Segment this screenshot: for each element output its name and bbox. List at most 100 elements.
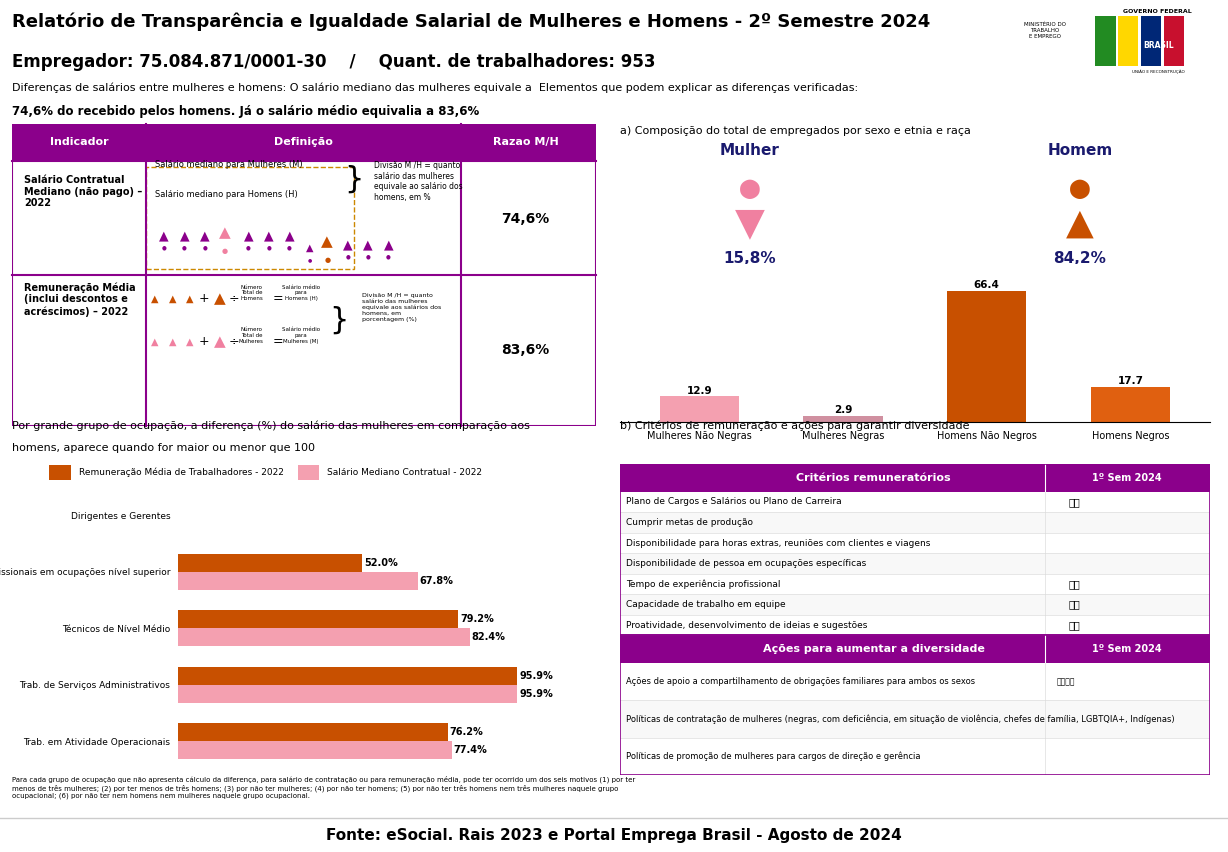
FancyBboxPatch shape	[620, 663, 1210, 700]
Text: Divisão M /H = quanto
salário das mulheres
equivale ao salário dos
homens, em %: Divisão M /H = quanto salário das mulher…	[373, 161, 463, 202]
Text: Mulher: Mulher	[720, 143, 780, 158]
Text: 79.2%: 79.2%	[460, 614, 494, 625]
Text: Salário médio
para
Homens (H): Salário médio para Homens (H)	[282, 285, 321, 302]
Text: ▲: ▲	[169, 337, 177, 346]
Text: ÷: ÷	[228, 335, 239, 348]
Text: 1º Sem 2024: 1º Sem 2024	[1092, 473, 1162, 483]
Text: Disponibilidade de pessoa em ocupações específicas: Disponibilidade de pessoa em ocupações e…	[626, 559, 866, 568]
Text: Diferenças de salários entre mulheres e homens: O salário mediano das mulheres e: Diferenças de salários entre mulheres e …	[12, 83, 858, 93]
Text: 🔸👤: 🔸👤	[1068, 497, 1079, 507]
Text: Por grande grupo de ocupação, a diferença (%) do salário das mulheres em compara: Por grande grupo de ocupação, a diferenç…	[12, 420, 530, 430]
Text: Salário mediano para Homens (H): Salário mediano para Homens (H)	[155, 190, 298, 199]
Text: ▲: ▲	[214, 334, 225, 348]
Text: +: +	[198, 335, 209, 348]
Text: ▲: ▲	[285, 229, 295, 242]
Text: Cumprir metas de produção: Cumprir metas de produção	[626, 518, 753, 527]
Text: ⬤: ⬤	[739, 180, 761, 199]
FancyBboxPatch shape	[1164, 16, 1184, 66]
Text: 66.4: 66.4	[974, 280, 1000, 291]
Text: 74,6%: 74,6%	[501, 212, 550, 226]
Text: =: =	[273, 292, 282, 306]
Text: 74,6% do recebido pelos homens. Já o salário médio equivalia a 83,6%: 74,6% do recebido pelos homens. Já o sal…	[12, 105, 479, 118]
Text: ●: ●	[345, 254, 350, 259]
Text: =: =	[273, 335, 282, 348]
Text: Salário Contratual
Mediano (não pago) –
2022: Salário Contratual Mediano (não pago) – …	[25, 175, 142, 208]
Text: b) Critérios de remuneração e ações para garantir diversidade: b) Critérios de remuneração e ações para…	[620, 420, 970, 430]
Text: Indicador: Indicador	[50, 137, 108, 147]
Text: ●: ●	[246, 245, 251, 250]
FancyBboxPatch shape	[620, 464, 1210, 492]
Text: ▲: ▲	[214, 291, 225, 307]
Text: ●: ●	[222, 248, 228, 254]
Bar	[178, 610, 458, 629]
Text: ▲: ▲	[169, 294, 177, 304]
FancyBboxPatch shape	[620, 573, 1210, 595]
FancyBboxPatch shape	[1094, 16, 1115, 66]
Text: BRASIL: BRASIL	[1143, 41, 1174, 49]
Text: 83,6%: 83,6%	[501, 343, 550, 357]
Text: 95.9%: 95.9%	[519, 689, 553, 699]
Text: Políticas de promoção de mulheres para cargos de direção e gerência: Políticas de promoção de mulheres para c…	[626, 751, 921, 762]
Text: ●: ●	[182, 245, 187, 250]
Text: ▲: ▲	[151, 294, 158, 304]
Text: 2.9: 2.9	[834, 406, 852, 415]
Text: 76.2%: 76.2%	[449, 728, 483, 737]
Text: ▲: ▲	[322, 234, 333, 249]
Text: Critérios remuneratórios: Critérios remuneratórios	[796, 473, 950, 483]
Text: Definição: Definição	[275, 137, 333, 147]
FancyBboxPatch shape	[620, 492, 1210, 512]
Text: ●: ●	[203, 245, 208, 250]
Text: ●: ●	[366, 254, 371, 259]
Text: ▲: ▲	[1066, 207, 1094, 240]
Text: Remuneração Média de Trabalhadores - 2022: Remuneração Média de Trabalhadores - 202…	[79, 467, 284, 477]
Bar	[178, 667, 517, 685]
Text: 17.7: 17.7	[1117, 376, 1143, 386]
Text: ⬤: ⬤	[1068, 180, 1090, 199]
Text: Plano de Cargos e Salários ou Plano de Carreira: Plano de Cargos e Salários ou Plano de C…	[626, 498, 841, 506]
Text: ▲: ▲	[306, 243, 313, 252]
Text: Empregador: 75.084.871/0001-30    /    Quant. de trabalhadores: 953: Empregador: 75.084.871/0001-30 / Quant. …	[12, 53, 656, 71]
Text: MINISTÉRIO DO
TRABALHO
E EMPREGO: MINISTÉRIO DO TRABALHO E EMPREGO	[1023, 22, 1066, 39]
Text: ▲: ▲	[264, 229, 274, 242]
Text: ▲: ▲	[383, 238, 393, 251]
Text: ▲: ▲	[200, 229, 210, 242]
Text: ▲: ▲	[343, 238, 352, 251]
Text: 77.4%: 77.4%	[453, 746, 488, 756]
Bar	[1090, 387, 1170, 422]
Text: Homem: Homem	[1047, 143, 1113, 158]
Text: Políticas de contratação de mulheres (negras, com deficiência, em situação de vi: Políticas de contratação de mulheres (ne…	[626, 714, 1175, 724]
Bar	[803, 416, 883, 422]
Text: ●: ●	[324, 256, 330, 262]
Text: 84,2%: 84,2%	[1054, 250, 1106, 266]
Text: Tempo de experiência profissional: Tempo de experiência profissional	[626, 579, 781, 589]
FancyBboxPatch shape	[620, 700, 1210, 738]
Bar	[178, 741, 452, 759]
Text: Proatividade, desenvolvimento de ideias e sugestões: Proatividade, desenvolvimento de ideias …	[626, 620, 867, 630]
Text: ▲: ▲	[151, 337, 158, 346]
Text: ▲: ▲	[220, 225, 231, 240]
Text: Número
Total de
Mulheres: Número Total de Mulheres	[239, 327, 264, 343]
Text: ▲: ▲	[243, 229, 253, 242]
Text: ▲: ▲	[363, 238, 373, 251]
Text: Razao M/H: Razao M/H	[492, 137, 559, 147]
Text: a) Composição do total de empregados por sexo e etnia e raça: a) Composição do total de empregados por…	[620, 126, 971, 136]
Text: 🔸👤: 🔸👤	[1068, 579, 1079, 589]
Text: ●: ●	[386, 254, 391, 259]
Text: Ações de apoio a compartilhamento de obrigações familiares para ambos os sexos: Ações de apoio a compartilhamento de obr…	[626, 677, 975, 686]
FancyBboxPatch shape	[620, 738, 1210, 775]
FancyBboxPatch shape	[49, 464, 71, 480]
FancyBboxPatch shape	[1141, 16, 1162, 66]
Text: GOVERNO FEDERAL: GOVERNO FEDERAL	[1122, 9, 1191, 14]
Text: 🔸👤: 🔸👤	[1068, 620, 1079, 630]
Text: UNIÃO E RECONSTRUÇÃO: UNIÃO E RECONSTRUÇÃO	[1132, 69, 1185, 73]
Text: 1º Sem 2024: 1º Sem 2024	[1092, 644, 1162, 654]
Bar	[178, 629, 469, 647]
Text: ●: ●	[266, 245, 271, 250]
Text: }: }	[344, 165, 363, 194]
Text: Capacidade de trabalho em equipe: Capacidade de trabalho em equipe	[626, 600, 786, 609]
Text: Divisão M /H = quanto
salário das mulheres
equivale aos salários dos
homens, em
: Divisão M /H = quanto salário das mulher…	[362, 293, 442, 322]
FancyBboxPatch shape	[620, 595, 1210, 615]
FancyBboxPatch shape	[620, 636, 1210, 663]
FancyBboxPatch shape	[12, 124, 596, 161]
FancyBboxPatch shape	[1117, 16, 1138, 66]
